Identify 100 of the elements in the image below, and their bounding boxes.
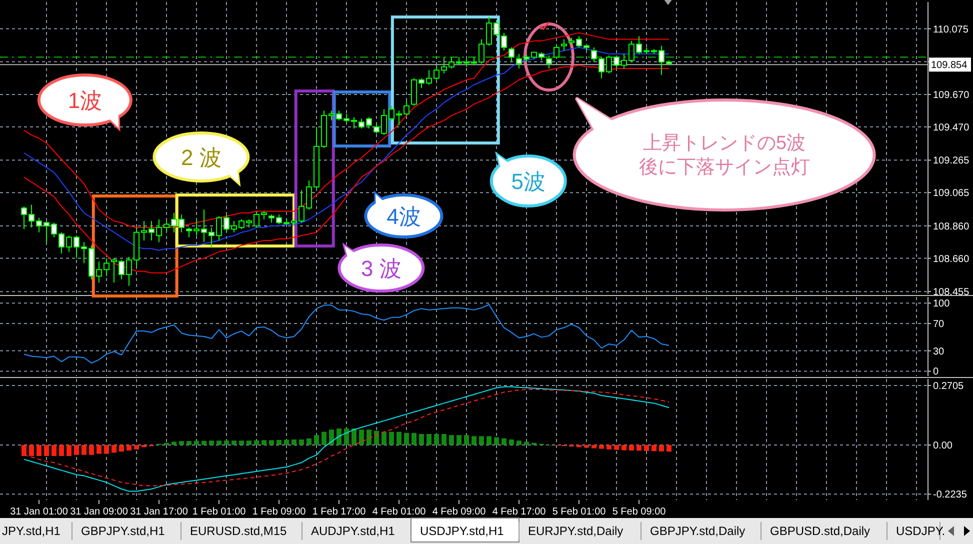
category-label: GBPUSD.std,Daily	[770, 524, 870, 538]
category-label: AUDJPY.std,H1	[311, 524, 396, 538]
bar	[126, 445, 132, 450]
bar	[659, 445, 664, 452]
bar	[359, 430, 364, 445]
bar	[486, 436, 492, 445]
bar	[584, 445, 589, 448]
speech-bubble: 上昇トレンドの5波後に下落サイン点灯	[572, 96, 876, 212]
y-tick-label: 110.075	[933, 24, 969, 36]
candlestick	[508, 46, 514, 63]
line-series	[24, 304, 670, 364]
bar	[464, 435, 469, 445]
annotation: 1波	[68, 88, 102, 112]
bar	[269, 440, 274, 445]
bar	[622, 445, 626, 450]
bar	[44, 445, 49, 456]
bar	[374, 430, 379, 445]
x-tick-label: 1 Feb 17:00	[312, 506, 366, 518]
bar	[599, 445, 604, 449]
bar	[306, 438, 312, 445]
candlestick	[501, 32, 507, 52]
bar	[396, 432, 402, 445]
y-tick-label: 108.860	[933, 221, 970, 232]
bar	[276, 440, 282, 445]
bar	[96, 445, 102, 454]
bar	[104, 445, 109, 454]
bar	[36, 445, 42, 456]
bar	[366, 430, 372, 445]
bar	[112, 445, 116, 453]
bar	[314, 435, 319, 445]
bar	[352, 428, 356, 445]
bar	[629, 445, 634, 450]
y-tick-label: -0.2235	[933, 490, 968, 501]
bar	[472, 436, 476, 445]
bar	[209, 440, 214, 445]
bar	[74, 445, 79, 455]
bar	[449, 435, 454, 445]
bar	[322, 432, 326, 445]
bar	[419, 434, 424, 445]
annotation: 5波	[511, 168, 546, 194]
bar	[52, 445, 56, 456]
y-tick-label: 109.065	[933, 188, 970, 200]
x-tick-label: 31 Jan 17:00	[130, 506, 188, 518]
y-tick-label: 0	[933, 366, 939, 378]
candlestick	[554, 44, 560, 60]
category-label: GBPJPY.std,Daily	[650, 524, 746, 538]
annotation: 上昇トレンドの5波後に下落サイン点灯	[638, 132, 810, 178]
x-tick-label: 4 Feb 01:00	[372, 506, 426, 518]
bar	[232, 440, 236, 445]
annotation: 4波	[386, 204, 421, 228]
bar	[119, 445, 124, 452]
bar	[329, 430, 334, 445]
bar	[382, 432, 386, 445]
bar	[412, 432, 416, 445]
bar	[246, 440, 252, 445]
bar	[284, 440, 289, 445]
bar	[254, 440, 259, 445]
bar	[479, 436, 484, 445]
bar	[524, 442, 529, 445]
bar	[29, 445, 34, 456]
x-tick-label: 31 Jan 01:00	[10, 506, 68, 518]
bar	[344, 428, 349, 445]
category-label: JPY.std,H1	[2, 524, 61, 538]
bar	[292, 440, 296, 445]
bar	[434, 434, 439, 445]
bar	[614, 445, 619, 450]
bar	[179, 441, 184, 445]
bar	[426, 434, 432, 445]
x-tick-label: 5 Feb 09:00	[612, 506, 666, 518]
bar	[224, 440, 229, 445]
bar	[666, 445, 672, 452]
x-tick-label: 1 Feb 01:00	[192, 506, 246, 518]
speech-bubble: 4波	[364, 190, 444, 238]
x-tick-label: 4 Feb 09:00	[432, 506, 486, 518]
bar	[389, 432, 394, 445]
category-label: USDJPY.	[896, 524, 946, 538]
candlestick	[546, 55, 552, 70]
y-tick-label: 109.265	[933, 156, 970, 167]
annotation: 2 波	[181, 144, 222, 170]
bar	[216, 440, 222, 445]
ref-line-label: 109.854	[931, 60, 968, 72]
category-label: GBPJPY.std,H1	[81, 524, 166, 538]
bar	[592, 445, 596, 448]
y-tick-label: 108.660	[933, 254, 970, 265]
bar	[442, 434, 446, 445]
bar	[516, 440, 522, 445]
bar	[134, 445, 139, 450]
x-tick-label: 1 Feb 09:00	[252, 506, 306, 518]
y-tick-label: 100	[933, 298, 950, 310]
bar	[606, 445, 612, 450]
bar	[644, 445, 649, 451]
bar	[456, 435, 462, 445]
bar	[22, 445, 26, 456]
bar	[89, 445, 94, 455]
bar	[66, 445, 72, 456]
bar	[239, 440, 244, 445]
candlestick	[561, 38, 567, 52]
y-tick-label: 70	[933, 319, 945, 330]
bar	[336, 428, 342, 445]
y-tick-label: 0.2705	[933, 380, 964, 392]
